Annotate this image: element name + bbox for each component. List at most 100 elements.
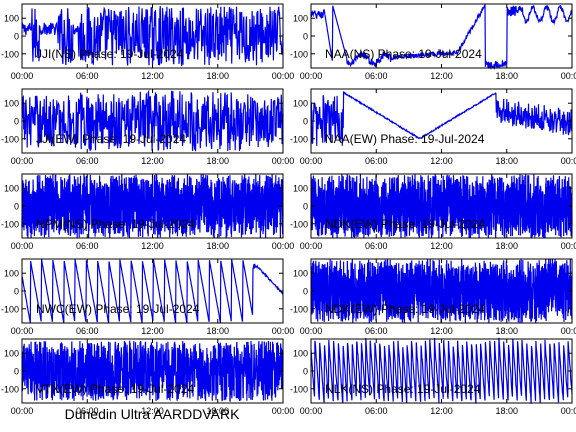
y-tick-label: 100 — [293, 99, 308, 109]
x-tick-label: 06:00 — [365, 326, 388, 336]
panel-title: JJI(EW) Phase: 19-Jul-2024 — [36, 132, 186, 146]
y-tick-label: 100 — [293, 269, 308, 279]
y-tick-label: -100 — [290, 304, 308, 314]
x-tick-label: 00:00 — [11, 406, 34, 416]
phase-trace — [310, 4, 573, 71]
x-tick-label: 18:00 — [206, 71, 229, 81]
phase-trace — [21, 89, 284, 152]
y-tick-label: 0 — [14, 117, 19, 127]
y-tick-label: 0 — [303, 287, 308, 297]
panel-title: JJI(NS) Phase: 19-Jul-2024 — [36, 47, 184, 61]
x-tick-label: 18:00 — [206, 406, 229, 416]
phase-trace — [310, 258, 573, 324]
x-tick-label: 00:00 — [11, 326, 34, 336]
x-tick-label: 12:00 — [141, 71, 164, 81]
y-tick-label: -100 — [290, 49, 308, 59]
x-tick-label: 12:00 — [141, 241, 164, 251]
x-tick-label: 18:00 — [206, 326, 229, 336]
x-tick-label: 00:00 — [272, 241, 295, 251]
panel-title: NDK(EW) Phase: 19-Jul-2024 — [325, 302, 485, 316]
x-tick-label: 18:00 — [495, 326, 518, 336]
x-tick-label: 06:00 — [76, 156, 99, 166]
x-tick-label: 12:00 — [141, 406, 164, 416]
x-tick-label: 00:00 — [561, 326, 576, 336]
y-tick-label: 100 — [293, 349, 308, 359]
y-tick-label: 0 — [303, 367, 308, 377]
x-tick-label: 12:00 — [141, 326, 164, 336]
panel-title: NDK(EW) Phase: 19-Jul-2024 — [325, 217, 485, 231]
y-tick-label: -100 — [1, 134, 19, 144]
y-tick-label: 0 — [14, 287, 19, 297]
x-tick-label: 06:00 — [76, 326, 99, 336]
y-tick-label: 0 — [14, 32, 19, 42]
x-tick-label: 00:00 — [561, 156, 576, 166]
x-tick-label: 00:00 — [272, 156, 295, 166]
x-tick-label: 06:00 — [76, 71, 99, 81]
panel-title: NPM(NS) Phase: 19-Jul-2024 — [36, 217, 195, 231]
phase-trace — [21, 340, 284, 402]
y-tick-label: 100 — [293, 14, 308, 24]
y-tick-label: 100 — [4, 184, 19, 194]
y-tick-label: 0 — [303, 117, 308, 127]
x-tick-label: 12:00 — [430, 241, 453, 251]
x-tick-label: 00:00 — [300, 241, 323, 251]
x-tick-label: 00:00 — [300, 156, 323, 166]
x-tick-label: 06:00 — [365, 406, 388, 416]
phase-panel-naa-ew: 1000-10000:0006:0012:0018:0000:00NAA(EW)… — [290, 88, 576, 166]
x-tick-label: 00:00 — [561, 241, 576, 251]
phase-trace — [310, 90, 573, 146]
x-tick-label: 12:00 — [430, 326, 453, 336]
y-tick-label: -100 — [290, 134, 308, 144]
panel-title: NAA(EW) Phase: 19-Jul-2024 — [325, 132, 485, 146]
y-tick-label: -100 — [290, 384, 308, 394]
y-tick-label: 100 — [4, 99, 19, 109]
x-tick-label: 18:00 — [495, 406, 518, 416]
phase-panel-ndk-ew: 1000-10000:0006:0012:0018:0000:00NDK(EW)… — [290, 173, 576, 251]
y-tick-label: -100 — [1, 49, 19, 59]
x-tick-label: 00:00 — [300, 71, 323, 81]
phase-trace — [310, 337, 573, 404]
y-tick-label: 100 — [4, 14, 19, 24]
y-tick-label: -100 — [1, 384, 19, 394]
x-tick-label: 12:00 — [430, 406, 453, 416]
y-tick-label: 100 — [4, 269, 19, 279]
x-tick-label: 18:00 — [206, 156, 229, 166]
x-tick-label: 18:00 — [495, 156, 518, 166]
panel-title: NAA(NS) Phase: 19-Jul-2024 — [325, 47, 482, 61]
x-tick-label: 06:00 — [365, 241, 388, 251]
y-tick-label: -100 — [1, 219, 19, 229]
x-tick-label: 18:00 — [495, 241, 518, 251]
x-tick-label: 00:00 — [300, 326, 323, 336]
y-tick-label: 0 — [14, 202, 19, 212]
y-tick-label: 0 — [303, 32, 308, 42]
phase-panel-nlk-ns: 1000-10000:0006:0012:0018:0000:00NLK(NS)… — [290, 337, 576, 416]
x-tick-label: 18:00 — [206, 241, 229, 251]
x-tick-label: 00:00 — [561, 71, 576, 81]
x-tick-label: 00:00 — [272, 326, 295, 336]
footer-label: Dunedin Ultra AARDDVARK — [65, 406, 240, 422]
x-tick-label: 06:00 — [365, 156, 388, 166]
x-tick-label: 00:00 — [272, 406, 295, 416]
x-tick-label: 00:00 — [272, 71, 295, 81]
x-tick-label: 00:00 — [11, 71, 34, 81]
x-tick-label: 12:00 — [430, 156, 453, 166]
y-tick-label: -100 — [290, 219, 308, 229]
x-tick-label: 00:00 — [11, 156, 34, 166]
y-tick-label: -100 — [1, 304, 19, 314]
phase-panel-naa-ns: 1000-10000:0006:0012:0018:0000:00NAA(NS)… — [290, 3, 576, 81]
x-tick-label: 18:00 — [495, 71, 518, 81]
y-tick-label: 100 — [293, 184, 308, 194]
y-tick-label: 0 — [303, 202, 308, 212]
y-tick-label: 100 — [4, 349, 19, 359]
x-tick-label: 00:00 — [561, 406, 576, 416]
x-tick-label: 12:00 — [430, 71, 453, 81]
phase-panel-ndk-ew: 1000-10000:0006:0012:0018:0000:00NDK(EW)… — [290, 258, 576, 336]
panel-title: NLK(NS) Phase: 19-Jul-2024 — [325, 382, 481, 396]
